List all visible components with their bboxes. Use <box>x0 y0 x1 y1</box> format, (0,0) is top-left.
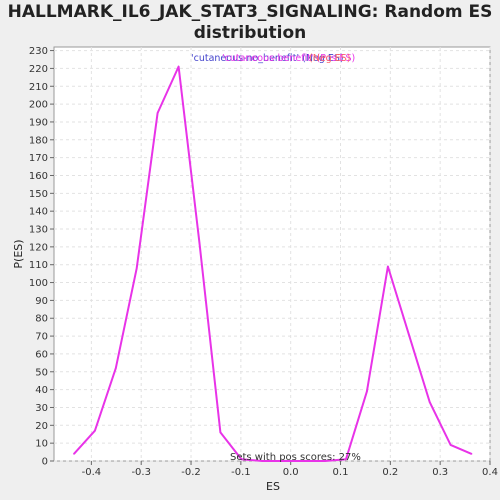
y-tick-label: 70 <box>35 332 48 343</box>
chart-title: HALLMARK_IL6_JAK_STAT3_SIGNALING: Random… <box>0 2 500 44</box>
data-point <box>135 267 138 270</box>
y-axis-label: P(ES) <box>12 239 25 268</box>
x-tick-label: -0.1 <box>231 467 251 478</box>
data-point <box>177 65 180 68</box>
x-axis-label: ES <box>266 480 280 493</box>
y-tick-label: 140 <box>29 207 48 218</box>
data-point <box>240 458 243 461</box>
y-tick-label: 120 <box>29 242 48 253</box>
legend-entry-neg: 'cutaneous-no_benefit' (Neg ES) <box>191 53 344 64</box>
data-point <box>94 429 96 432</box>
y-tick-label: 10 <box>35 439 48 450</box>
series-line <box>73 65 472 462</box>
y-tick-label: 150 <box>29 189 48 200</box>
x-tick-label: 0.1 <box>333 467 349 478</box>
x-tick-label: 0.3 <box>432 467 448 478</box>
y-tick-label: 130 <box>29 225 48 236</box>
y-tick-label: 40 <box>35 385 48 396</box>
y-tick-label: 170 <box>29 153 48 164</box>
y-tick-label: 190 <box>29 117 48 128</box>
data-point <box>407 333 410 336</box>
data-point <box>114 367 117 370</box>
x-tick-label: -0.4 <box>82 467 102 478</box>
y-tick-label: 110 <box>29 260 48 271</box>
y-tick-label: 50 <box>35 367 48 378</box>
grid-lines <box>54 47 491 462</box>
x-tick-label: -0.3 <box>131 467 151 478</box>
x-tick-label: 0.0 <box>283 467 299 478</box>
x-tick-label: -0.2 <box>181 467 201 478</box>
y-tick-label: 230 <box>29 46 48 57</box>
y-tick-label: 0 <box>42 457 48 468</box>
data-point <box>470 453 473 455</box>
y-tick-label: 60 <box>35 349 48 360</box>
data-point <box>324 460 326 462</box>
y-tick-label: 160 <box>29 171 48 182</box>
data-point <box>261 460 264 462</box>
pos-scores-annotation: Sets with pos scores: 27% <box>230 452 361 463</box>
data-point <box>219 431 222 434</box>
y-axis-ticks: 0 10 20 30 40 50 60 70 80 90 100 110 120 130 140 150 160… <box>29 46 54 468</box>
chart-title-line1: HALLMARK_IL6_JAK_STAT3_SIGNALING: Random… <box>7 2 493 22</box>
series-lines <box>73 65 473 462</box>
y-tick-label: 30 <box>35 403 48 414</box>
y-tick-label: 200 <box>29 100 48 111</box>
data-point <box>428 401 431 403</box>
x-axis-ticks: -0.4 -0.3 -0.2 -0.1 0.0 0.1 0.2 0.3 0.4 <box>82 461 498 478</box>
x-tick-label: 0.2 <box>382 467 398 478</box>
y-tick-label: 210 <box>29 82 48 93</box>
x-tick-label: 0.4 <box>482 467 498 478</box>
y-tick-label: 100 <box>29 278 48 289</box>
data-point <box>198 242 201 245</box>
data-point <box>345 458 347 461</box>
y-tick-label: 220 <box>29 64 48 75</box>
y-tick-label: 90 <box>35 296 48 307</box>
data-point <box>366 390 368 393</box>
data-point <box>387 265 389 268</box>
legend-entry-neg-es: (Neg ES) <box>309 53 350 64</box>
data-point <box>156 112 159 114</box>
data-point <box>282 460 285 462</box>
chart-title-line2: distribution <box>193 23 307 43</box>
data-point <box>73 453 75 455</box>
y-tick-label: 20 <box>35 421 48 432</box>
legend: 'cutaneous-no_benefit' (Neg ES) 'cutaneo… <box>191 53 355 64</box>
y-tick-label: 80 <box>35 314 48 325</box>
plot-area <box>53 46 491 462</box>
y-tick-label: 180 <box>29 135 48 146</box>
data-point <box>449 444 452 446</box>
data-point <box>303 460 305 462</box>
legend-entry-pos: 'cutaneous-benefit' (Pos ES) <box>222 53 355 64</box>
